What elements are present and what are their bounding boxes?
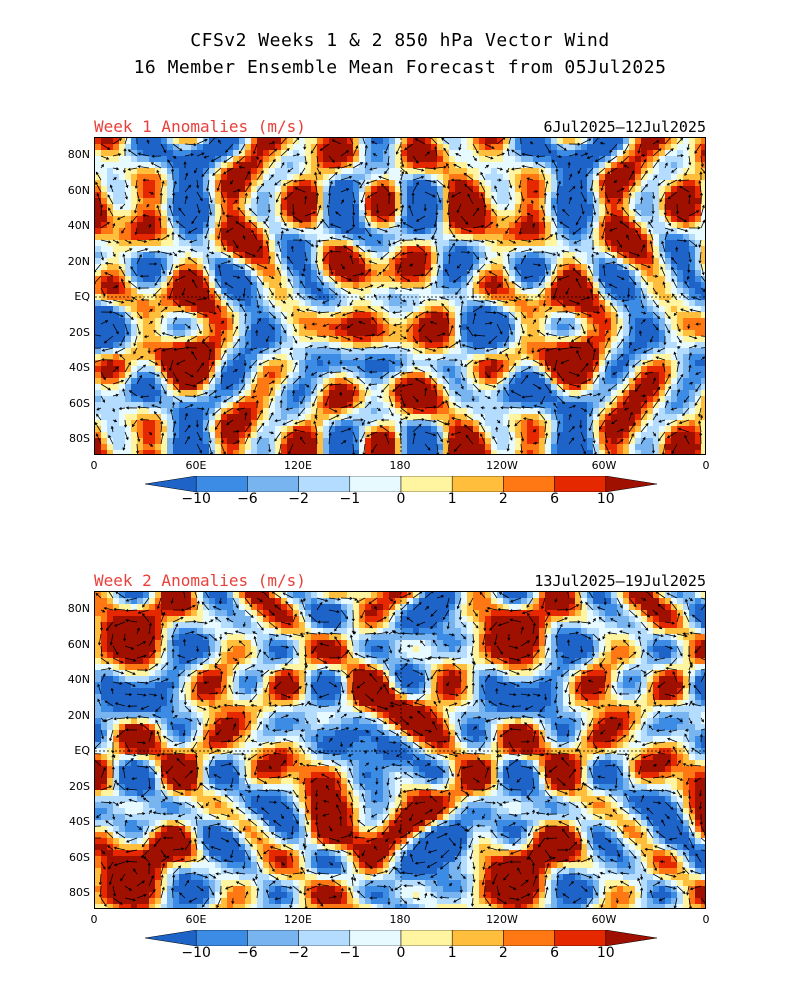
colorbar-swatch [554,476,607,492]
title-line-1: CFSv2 Weeks 1 & 2 850 hPa Vector Wind [190,30,610,51]
title-line-2: 16 Member Ensemble Mean Forecast from 05… [133,57,667,78]
panel1-dates: 6Jul2025—12Jul2025 [543,118,706,136]
panel1-colorbar-label: −2 [288,491,309,507]
panel1-colorbar [145,476,657,492]
colorbar-swatch [298,476,351,492]
panel2-label: Week 2 Anomalies (m/s) [94,571,306,590]
panel1-lon-label: 0 [702,459,710,472]
panel1-lat-label: 20S [69,325,90,339]
colorbar-swatch [503,930,555,946]
colorbar-swatch [195,476,248,492]
colorbar-swatch [247,476,299,492]
colorbar-swatch [145,930,197,946]
panel1-label: Week 1 Anomalies (m/s) [94,117,306,136]
colorbar-swatch [451,930,504,946]
panel1-colorbar-label: −6 [237,491,258,507]
panel1-lat-label: 40S [69,361,90,374]
panel2-lat-label: 60S [69,850,90,864]
panel1-lat-label: 60S [69,396,90,410]
panel1-lon-label: 120E [284,459,312,472]
wind-vectors [95,592,705,908]
panel1-lat-label: EQ [74,290,90,303]
colorbar-swatch [605,930,657,946]
panel1-colorbar-label: 0 [396,491,406,507]
colorbar-swatch [400,476,453,492]
colorbar-swatch [349,476,402,492]
colorbar-swatch [195,930,248,946]
panel1-lat-label: 40N [67,219,90,232]
colorbar-swatch [247,930,299,946]
panel2-lon-label: 120E [284,913,312,926]
panel2-lon-label: 60W [591,913,617,926]
week1-anomaly-map [94,137,706,455]
panel2-colorbar-label: −6 [237,945,258,961]
colorbar-swatch [451,476,504,492]
panel1-lon-label: 120W [486,459,518,472]
panel1-lon-label: 60E [185,459,207,472]
panel2-lat-label: 40N [67,673,90,686]
colorbar-swatch [400,930,453,946]
panel2-lon-label: 0 [90,913,98,926]
panel2-lon-label: 0 [702,913,710,926]
panel1-colorbar-label: 2 [498,491,508,507]
panel1-lon-label: 180 [389,459,411,472]
panel1-colorbar-label: 1 [447,491,457,507]
panel1-colorbar-label: 6 [550,491,560,507]
panel2-colorbar-label: −1 [339,945,361,961]
panel2-dates: 13Jul2025—19Jul2025 [534,572,706,590]
panel2-lat-label: 60N [67,637,90,651]
panel1-lat-label: 20N [67,254,90,268]
panel2-lon-label: 180 [389,913,411,926]
panel2-colorbar-label: −10 [181,945,211,961]
panel2-lat-label: 20S [69,779,90,793]
panel2-lat-label: EQ [74,744,90,757]
panel2-colorbar-label: 2 [498,945,508,961]
colorbar-swatch [145,476,197,492]
week2-field [95,592,705,908]
week2-anomaly-map [94,591,706,909]
panel1-colorbar-label: −1 [339,491,361,507]
panel2-lat-label: 80N [67,602,90,615]
panel1-lat-label: 80S [69,432,90,445]
panel1-lat-label: 60N [67,183,90,197]
panel2-lon-label: 120W [486,913,518,926]
panel1-lon-label: 0 [90,459,98,472]
panel2-colorbar-label: 10 [596,945,615,961]
panel2-lon-label: 60E [185,913,207,926]
panel1-lon-label: 60W [591,459,617,472]
colorbar-swatch [349,930,402,946]
panel2-lat-label: 80S [69,886,90,899]
panel2-colorbar [145,930,657,946]
panel1-colorbar-label: 10 [596,491,615,507]
wind-vectors [95,138,705,454]
panel1-colorbar-label: −10 [181,491,211,507]
panel2-colorbar-label: 1 [447,945,457,961]
colorbar-swatch [605,476,657,492]
colorbar-swatch [298,930,351,946]
panel2-colorbar-label: −2 [288,945,309,961]
colorbar-swatch [554,930,607,946]
panel2-lat-label: 20N [67,708,90,722]
panel2-colorbar-label: 0 [396,945,406,961]
week1-field [95,138,705,454]
colorbar-swatch [503,476,555,492]
panel2-colorbar-label: 6 [550,945,560,961]
panel2-lat-label: 40S [69,815,90,828]
panel1-lat-label: 80N [67,148,90,161]
